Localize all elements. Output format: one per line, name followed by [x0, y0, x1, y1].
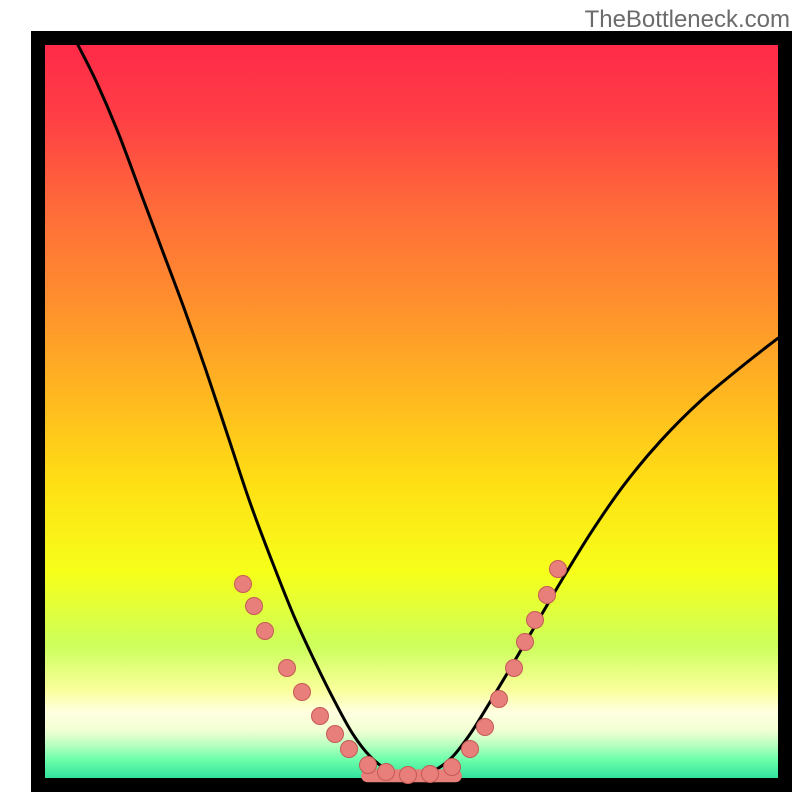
watermark-text: TheBottleneck.com — [585, 6, 790, 34]
data-marker — [359, 756, 377, 774]
chart-frame: TheBottleneck.com — [0, 0, 800, 800]
data-marker — [256, 622, 274, 640]
data-marker — [461, 740, 479, 758]
data-marker — [490, 690, 508, 708]
data-marker — [326, 725, 344, 743]
data-marker — [549, 560, 567, 578]
data-marker — [293, 683, 311, 701]
data-marker — [538, 586, 556, 604]
data-marker — [234, 575, 252, 593]
data-marker — [245, 597, 263, 615]
data-marker — [421, 765, 439, 783]
data-marker — [443, 758, 461, 776]
data-marker — [516, 633, 534, 651]
data-marker — [340, 740, 358, 758]
data-marker — [505, 659, 523, 677]
data-marker — [278, 659, 296, 677]
data-marker — [399, 766, 417, 784]
data-marker — [476, 718, 494, 736]
data-marker — [377, 763, 395, 781]
data-marker — [311, 707, 329, 725]
data-marker — [526, 611, 544, 629]
plot-border — [31, 31, 792, 792]
